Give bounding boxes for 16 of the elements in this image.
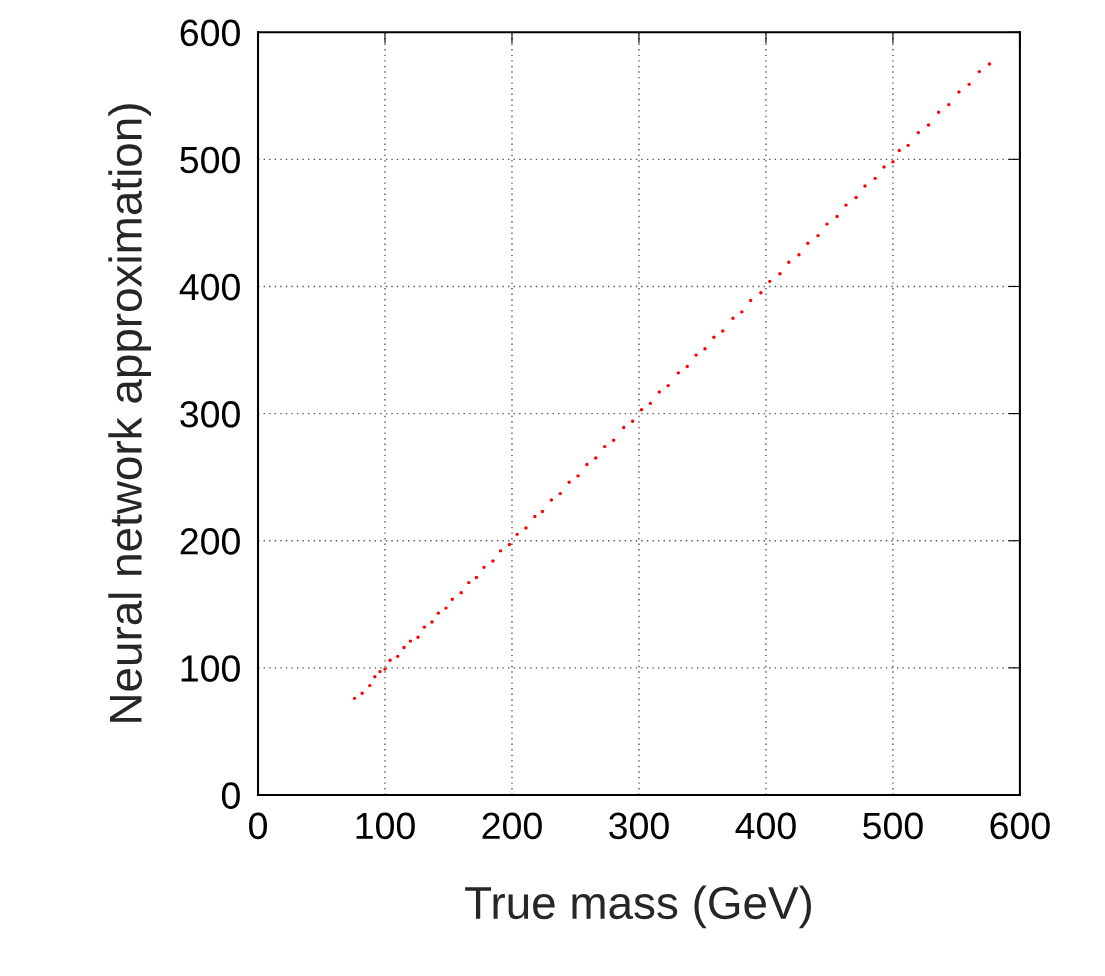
y-tick-label: 300 — [180, 400, 240, 428]
x-tick-label: 600 — [990, 812, 1050, 840]
y-tick-label: 400 — [179, 273, 240, 301]
x-tick-label: 300 — [609, 812, 669, 840]
y-tick-label: 200 — [180, 528, 240, 555]
y-tick-label: 100 — [181, 655, 240, 682]
x-tick-label: 500 — [863, 812, 923, 840]
x-axis-title: True mass (GeV) — [465, 885, 811, 929]
x-tick-label: 400 — [735, 812, 796, 840]
y-tick-label: 0 — [221, 782, 240, 809]
y-axis-title: Neural network approximation) — [108, 104, 152, 722]
y-tick-label: 500 — [180, 146, 240, 174]
y-tick-label: 600 — [180, 19, 240, 47]
x-tick-label: 100 — [356, 812, 415, 840]
x-tick-label: 200 — [482, 812, 542, 840]
x-tick-label: 0 — [249, 812, 267, 840]
